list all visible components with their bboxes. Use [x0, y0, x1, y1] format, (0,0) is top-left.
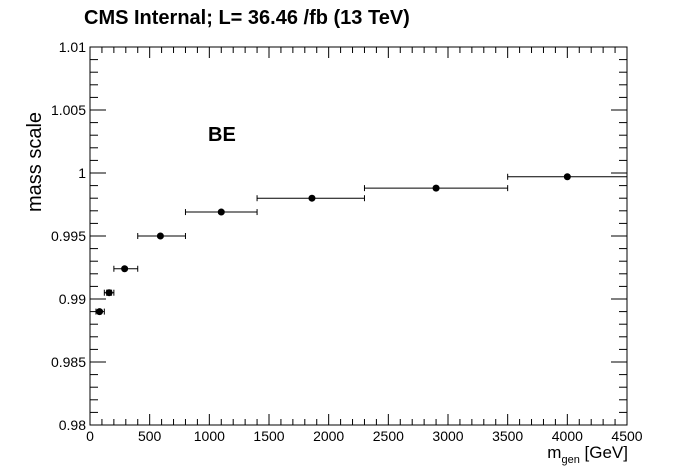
data-point [308, 194, 316, 202]
data-point [105, 289, 113, 297]
data-point [432, 184, 440, 192]
data-markers [95, 173, 628, 316]
chart-title: CMS Internal; L= 36.46 /fb (13 TeV) [84, 7, 410, 29]
x-tick-label: 2000 [313, 428, 344, 444]
x-axis-label: mgen [GeV] [547, 443, 628, 466]
x-axis-label-main: m [547, 443, 561, 462]
y-tick-label: 0.985 [51, 354, 86, 370]
y-tick-label: 1.01 [59, 39, 86, 55]
x-tick-label: 4000 [552, 428, 583, 444]
data-point [217, 208, 225, 216]
x-tick-label: 1500 [253, 428, 284, 444]
x-tick-label: 2500 [373, 428, 404, 444]
y-tick-label: 0.99 [59, 291, 86, 307]
data-point [121, 265, 129, 273]
y-axis-label: mass scale [24, 112, 46, 212]
x-axis-label-sub: gen [561, 454, 579, 466]
chart-annotation: BE [208, 124, 236, 146]
y-tick-label: 1 [78, 165, 86, 181]
x-tick-label: 3500 [492, 428, 523, 444]
axis-tick-labels: 0 500 1000 1500 2000 2500 3000 3500 4000 4500 0.98… [51, 39, 643, 444]
data-point [156, 232, 164, 240]
data-point [563, 173, 571, 181]
x-tick-label: 4500 [611, 428, 642, 444]
y-tick-label: 1.005 [51, 102, 86, 118]
x-tick-label: 3000 [432, 428, 463, 444]
y-tick-label: 0.98 [59, 417, 86, 433]
x-tick-label: 1000 [194, 428, 225, 444]
data-point [96, 308, 104, 316]
y-tick-label: 0.995 [51, 228, 86, 244]
x-axis-label-unit: [GeV] [580, 443, 628, 462]
x-tick-label: 0 [86, 428, 94, 444]
axis-ticks [89, 46, 628, 426]
x-tick-label: 500 [138, 428, 162, 444]
